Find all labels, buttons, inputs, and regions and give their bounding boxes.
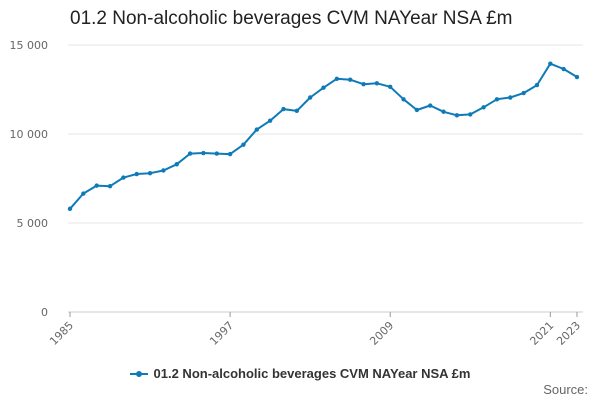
chart-title: 01.2 Non-alcoholic beverages CVM NAYear … xyxy=(70,8,513,29)
data-point[interactable] xyxy=(134,171,139,177)
data-point[interactable] xyxy=(294,108,300,114)
data-point[interactable] xyxy=(201,150,206,156)
data-point[interactable] xyxy=(521,90,526,96)
data-point[interactable] xyxy=(121,175,126,180)
y-tick-label: 0 xyxy=(41,306,48,319)
y-axis: 0 5 000 10 000 15 000 xyxy=(10,39,49,319)
x-tick-label: 2021 xyxy=(527,319,556,348)
data-point[interactable] xyxy=(187,151,193,156)
data-point[interactable] xyxy=(441,109,446,114)
x-tick-label: 2023 xyxy=(554,319,583,348)
data-point[interactable] xyxy=(281,106,286,112)
data-point[interactable] xyxy=(107,183,113,189)
data-point[interactable] xyxy=(227,151,233,157)
data-point[interactable] xyxy=(494,97,500,102)
data-point[interactable] xyxy=(67,206,73,211)
data-point[interactable] xyxy=(81,191,86,196)
data-point[interactable] xyxy=(267,118,273,123)
data-point[interactable] xyxy=(214,151,219,156)
data-point[interactable] xyxy=(334,76,340,82)
y-tick-label: 15 000 xyxy=(10,39,49,52)
data-point[interactable] xyxy=(481,105,486,110)
data-point[interactable] xyxy=(147,170,153,176)
data-point[interactable] xyxy=(388,84,393,90)
data-point[interactable] xyxy=(468,112,473,117)
data-point[interactable] xyxy=(574,74,580,80)
data-point[interactable] xyxy=(414,107,420,113)
y-tick-label: 5 000 xyxy=(17,217,49,230)
data-point[interactable] xyxy=(347,77,353,82)
data-point[interactable] xyxy=(374,81,380,86)
data-point[interactable] xyxy=(454,113,460,118)
data-point[interactable] xyxy=(561,66,566,72)
legend[interactable]: 01.2 Non-alcoholic beverages CVM NAYear … xyxy=(0,365,600,381)
data-point[interactable] xyxy=(241,142,246,147)
legend-line-marker-icon xyxy=(129,369,148,379)
data-series xyxy=(67,61,580,211)
data-point[interactable] xyxy=(361,81,366,87)
data-point[interactable] xyxy=(254,127,259,132)
data-point[interactable] xyxy=(321,85,326,90)
gridlines xyxy=(68,44,583,313)
y-tick-label: 10 000 xyxy=(10,128,49,141)
data-point[interactable] xyxy=(508,95,513,100)
legend-label: 01.2 Non-alcoholic beverages CVM NAYear … xyxy=(153,366,471,382)
x-tick-label: 1985 xyxy=(47,319,76,348)
source-label: Source: xyxy=(543,382,588,397)
series-line xyxy=(69,62,578,210)
data-point[interactable] xyxy=(174,162,179,167)
data-point[interactable] xyxy=(534,82,540,88)
data-point[interactable] xyxy=(307,95,313,100)
data-point[interactable] xyxy=(548,61,553,66)
data-point[interactable] xyxy=(428,103,433,108)
data-point[interactable] xyxy=(161,168,166,173)
data-point[interactable] xyxy=(94,183,99,188)
x-tick-label: 2009 xyxy=(367,319,396,348)
x-tick-label: 1997 xyxy=(207,319,236,348)
data-point[interactable] xyxy=(401,97,406,102)
